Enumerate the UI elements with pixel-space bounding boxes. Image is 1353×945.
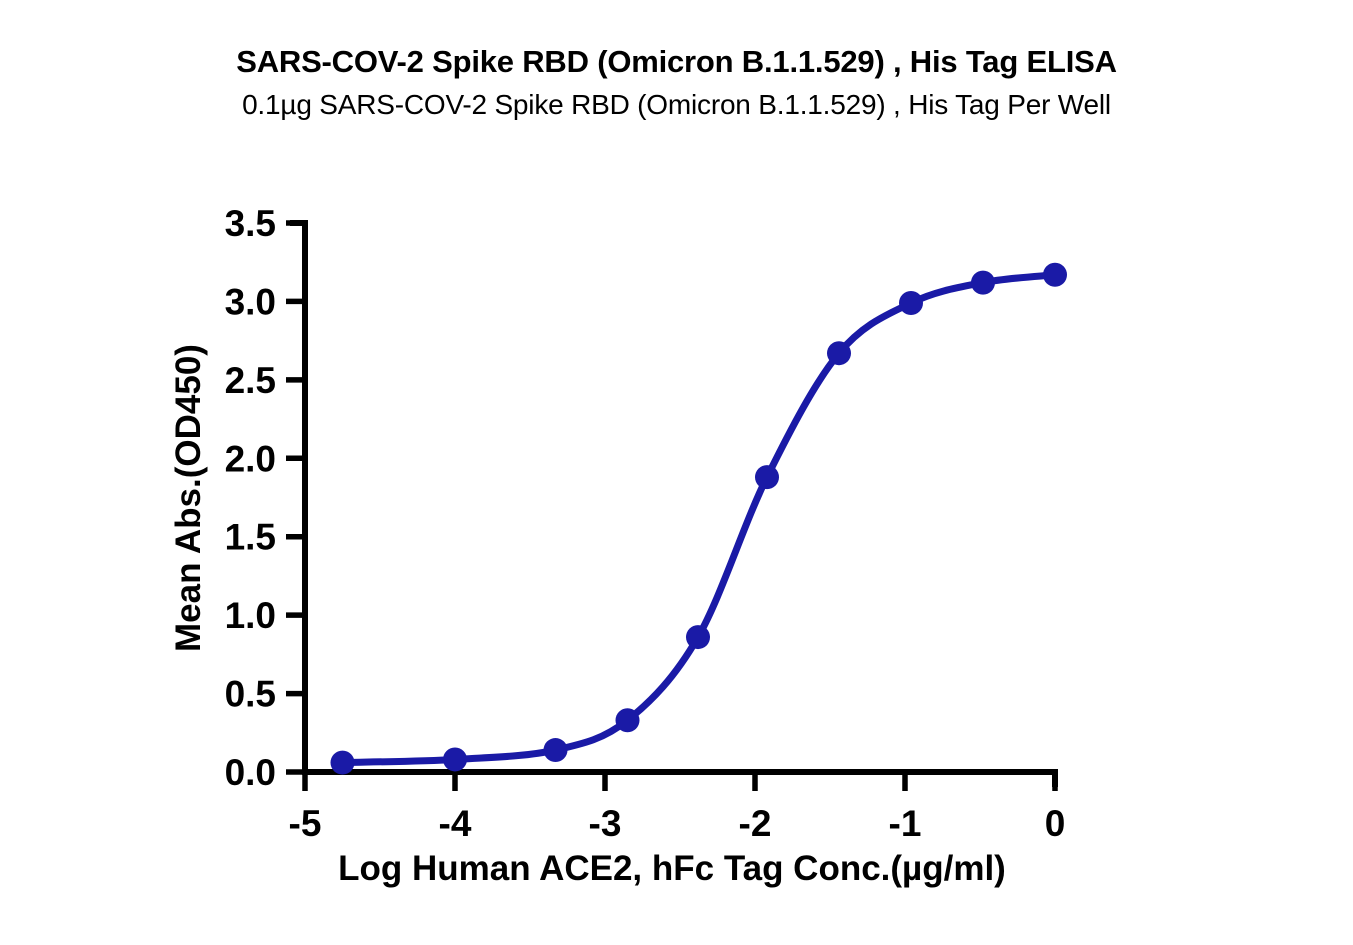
y-tick-label: 1.5	[225, 517, 276, 558]
y-tick-label: 0.5	[225, 674, 276, 715]
y-tick-label: 1.0	[225, 595, 276, 636]
data-point-marker	[615, 708, 640, 733]
data-point-marker	[1043, 262, 1067, 287]
x-tick-label: -5	[289, 803, 322, 844]
x-axis-title: Log Human ACE2, hFc Tag Conc.(µg/ml)	[338, 849, 1006, 888]
x-tick-label: -3	[589, 803, 622, 844]
x-tick-label: -1	[889, 803, 922, 844]
x-tick-label: 0	[1045, 803, 1066, 844]
page-title: SARS-COV-2 Spike RBD (Omicron B.1.1.529)…	[236, 44, 1117, 79]
y-tick-label: 2.5	[225, 360, 276, 401]
data-point-marker	[899, 291, 923, 315]
data-point-marker	[971, 270, 995, 295]
y-tick-label: 3.5	[225, 203, 276, 244]
y-axis-tick-labels: 0.0 0.5 1.0 1.5 2.0 2.5 3.0 3.5	[225, 203, 276, 793]
data-point-marker	[827, 341, 851, 366]
x-tick-label: -2	[739, 803, 772, 844]
data-series-markers	[330, 262, 1067, 775]
y-tick-label: 0.0	[225, 752, 276, 793]
data-point-marker	[755, 465, 779, 490]
data-point-marker	[443, 747, 467, 772]
data-point-marker	[330, 750, 355, 775]
data-series-line	[339, 271, 1059, 767]
chart-subtitle: 0.1µg SARS-COV-2 Spike RBD (Omicron B.1.…	[242, 89, 1111, 120]
data-point-marker	[686, 625, 710, 650]
y-tick-label: 2.0	[225, 438, 276, 479]
y-tick-label: 3.0	[225, 281, 276, 322]
y-axis-title: Mean Abs.(OD450)	[169, 344, 208, 652]
chart-header: SARS-COV-2 Spike RBD (Omicron B.1.1.529)…	[0, 42, 1353, 124]
x-tick-label: -4	[439, 803, 472, 844]
data-point-marker	[543, 738, 568, 763]
x-axis-tick-labels: -5 -4 -3 -2 -1 0	[289, 803, 1066, 844]
